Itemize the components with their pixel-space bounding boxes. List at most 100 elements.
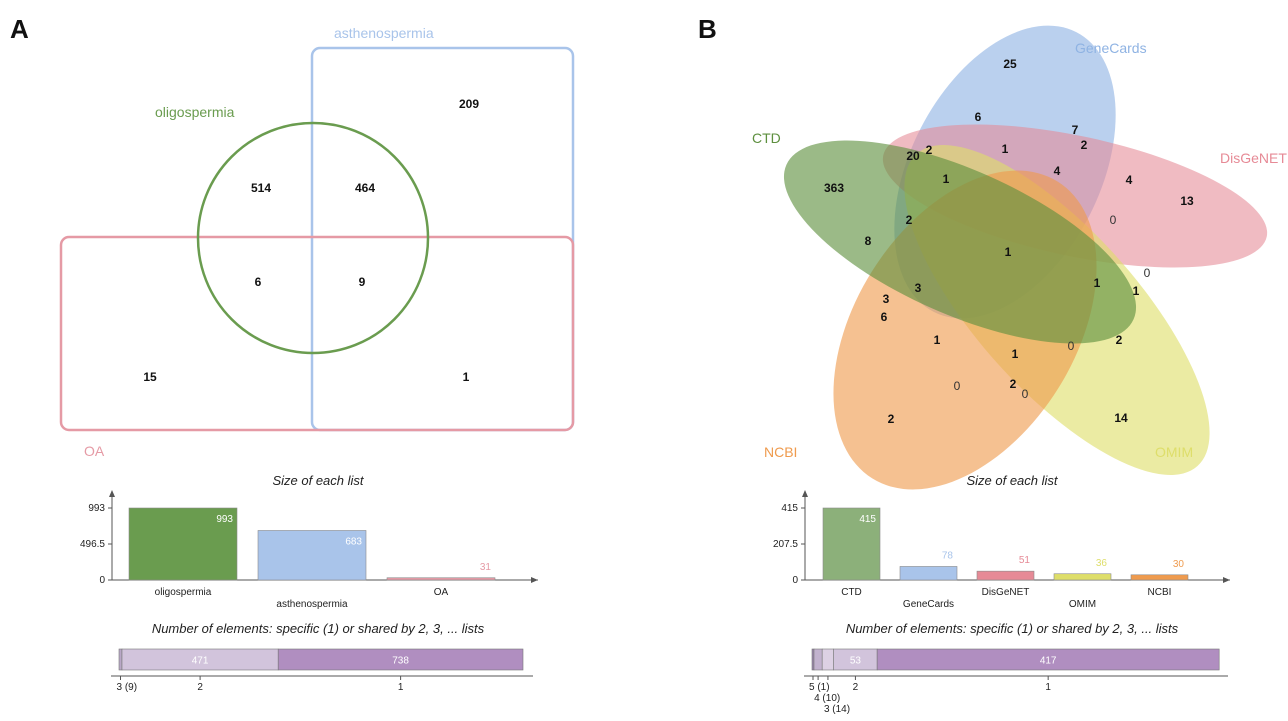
bar-value-label: 36 bbox=[1096, 558, 1108, 569]
y-tick-label: 207.5 bbox=[773, 539, 798, 550]
bar-value-label: 51 bbox=[1019, 555, 1031, 566]
stack-segment bbox=[119, 649, 122, 670]
stack-segment bbox=[814, 649, 822, 670]
region-count: 2 bbox=[888, 412, 895, 426]
bar bbox=[977, 571, 1034, 580]
region-count: 1 bbox=[1005, 245, 1012, 259]
bar-value-label: 415 bbox=[859, 514, 876, 525]
y-tick-label: 0 bbox=[99, 575, 105, 586]
region-count: 1 bbox=[463, 370, 470, 384]
set-label-genecards: GeneCards bbox=[1075, 40, 1147, 56]
stack-segment-label: 738 bbox=[392, 656, 409, 667]
set-label-disgenet: DisGeNET bbox=[1220, 150, 1287, 166]
region-count: 0 bbox=[1022, 387, 1029, 401]
stack-tick-label: 3 (14) bbox=[824, 704, 850, 715]
bar-value-label: 683 bbox=[345, 536, 362, 547]
region-count: 6 bbox=[975, 110, 982, 124]
x-tick-label: OA bbox=[434, 587, 449, 598]
region-count: 1 bbox=[1012, 347, 1019, 361]
stack-tick-label: 3 (9) bbox=[116, 682, 137, 693]
y-axis-arrow bbox=[109, 490, 115, 497]
region-count: 0 bbox=[1068, 339, 1075, 353]
bar bbox=[1054, 574, 1111, 580]
stack-tick-label: 1 bbox=[398, 682, 404, 693]
panel-b: B GeneCards DisGeNET OMIM NCBI CTD 25 6 … bbox=[698, 0, 1287, 715]
set-label-ctd: CTD bbox=[752, 130, 781, 146]
venn-set-oa bbox=[61, 237, 573, 430]
y-tick-label: 0 bbox=[792, 575, 798, 586]
x-tick-label: NCBI bbox=[1148, 587, 1172, 598]
region-count: 9 bbox=[359, 275, 366, 289]
region-count: 6 bbox=[881, 310, 888, 324]
venn-a: oligospermia asthenospermia OA 514 464 2… bbox=[61, 25, 573, 459]
list-size-title-a: Size of each list bbox=[272, 473, 364, 488]
region-count: 1 bbox=[934, 333, 941, 347]
panel-a-label: A bbox=[10, 14, 29, 44]
stack-tick-label: 2 bbox=[197, 682, 203, 693]
stack-segment-label: 53 bbox=[850, 656, 862, 667]
region-count: 2 bbox=[1010, 377, 1017, 391]
region-count: 1 bbox=[1094, 276, 1101, 290]
region-count: 464 bbox=[355, 181, 375, 195]
region-count: 25 bbox=[1003, 57, 1017, 71]
x-tick-label: OMIM bbox=[1069, 599, 1096, 610]
x-tick-label: DisGeNET bbox=[982, 587, 1030, 598]
shared-chart-a: 3 (9)47127381 bbox=[111, 649, 533, 693]
region-count: 2 bbox=[1116, 333, 1123, 347]
stack-segment-label: 417 bbox=[1040, 656, 1057, 667]
set-label-ncbi: NCBI bbox=[764, 444, 797, 460]
set-label-oa: OA bbox=[84, 443, 105, 459]
region-count: 0 bbox=[954, 379, 961, 393]
x-axis-arrow bbox=[1223, 577, 1230, 583]
region-count: 4 bbox=[1054, 164, 1061, 178]
x-tick-label: oligospermia bbox=[155, 587, 212, 598]
stack-segment bbox=[822, 649, 833, 670]
stack-tick-label: 5 (1) bbox=[809, 682, 830, 693]
shared-chart-b: 5 (1)4 (10)3 (14) 53 2 417 1 bbox=[804, 649, 1228, 715]
set-label-oligospermia: oligospermia bbox=[155, 104, 235, 120]
region-count: 6 bbox=[255, 275, 262, 289]
panel-a: A oligospermia asthenospermia OA 514 464… bbox=[10, 14, 573, 693]
x-axis-arrow bbox=[531, 577, 538, 583]
y-axis-arrow bbox=[802, 490, 808, 497]
venn-set-asthenospermia bbox=[312, 48, 573, 430]
region-count: 209 bbox=[459, 97, 479, 111]
region-count: 1 bbox=[1133, 284, 1140, 298]
bar bbox=[1131, 575, 1188, 580]
shared-title-b: Number of elements: specific (1) or shar… bbox=[846, 621, 1179, 636]
region-count: 3 bbox=[915, 281, 922, 295]
y-tick-label: 415 bbox=[781, 503, 798, 514]
bar bbox=[387, 578, 495, 580]
bar bbox=[900, 566, 957, 580]
venn-b: GeneCards DisGeNET OMIM NCBI CTD 25 6 7 … bbox=[752, 0, 1287, 537]
bar-value-label: 993 bbox=[216, 514, 233, 525]
y-tick-label: 993 bbox=[88, 503, 105, 514]
region-count: 514 bbox=[251, 181, 271, 195]
panel-b-label: B bbox=[698, 14, 717, 44]
region-count: 0 bbox=[1144, 266, 1151, 280]
region-count: 2 bbox=[926, 143, 933, 157]
region-count: 2 bbox=[1081, 138, 1088, 152]
stack-tick-label: 4 (10) bbox=[814, 693, 840, 704]
region-count: 20 bbox=[906, 149, 920, 163]
x-tick-label: asthenospermia bbox=[276, 599, 348, 610]
bar-value-label: 31 bbox=[480, 562, 492, 573]
region-count: 1 bbox=[943, 172, 950, 186]
region-count: 7 bbox=[1072, 123, 1079, 137]
set-label-omim: OMIM bbox=[1155, 444, 1193, 460]
region-count: 3 bbox=[883, 292, 890, 306]
region-count: 2 bbox=[906, 213, 913, 227]
list-size-title-b: Size of each list bbox=[966, 473, 1058, 488]
shared-title-a: Number of elements: specific (1) or shar… bbox=[152, 621, 485, 636]
stack-tick-label: 2 bbox=[853, 682, 859, 693]
region-count: 1 bbox=[1002, 142, 1009, 156]
region-count: 14 bbox=[1114, 411, 1128, 425]
region-count: 363 bbox=[824, 181, 844, 195]
region-count: 13 bbox=[1180, 194, 1194, 208]
region-count: 15 bbox=[143, 370, 157, 384]
list-size-chart-a: 0 496.5 993 993 oligospermia 683 asthenospermi… bbox=[80, 490, 538, 610]
region-count: 0 bbox=[1110, 213, 1117, 227]
x-tick-label: CTD bbox=[841, 587, 862, 598]
bar-value-label: 78 bbox=[942, 550, 954, 561]
